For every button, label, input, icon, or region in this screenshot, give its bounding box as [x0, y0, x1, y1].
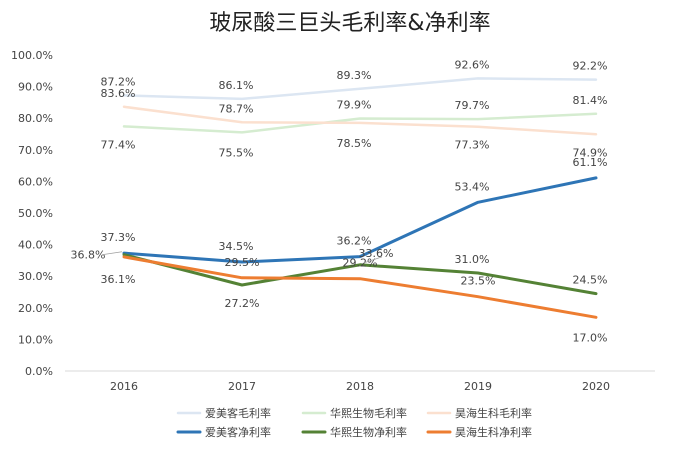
legend-label: 昊海生科净利率	[455, 425, 532, 439]
series-line-2	[122, 112, 598, 134]
data-label: 92.6%	[455, 58, 490, 71]
data-label: 74.9%	[573, 146, 608, 159]
data-label: 36.8%	[71, 249, 106, 262]
data-label: 89.3%	[337, 69, 372, 82]
y-tick-label: 60.0%	[18, 175, 53, 188]
y-tick-label: 70.0%	[18, 144, 53, 157]
data-label: 75.5%	[219, 146, 254, 159]
x-tick-label: 2020	[582, 380, 610, 393]
x-tick-label: 2017	[228, 380, 256, 393]
y-tick-label: 30.0%	[18, 270, 53, 283]
data-label: 29.5%	[225, 256, 260, 269]
series-line-1	[122, 77, 598, 101]
data-labels: 87.2% 86.1% 89.3% 92.6% 92.2% 77.4% 75.5% 79.9%…	[71, 58, 608, 344]
x-tick-label: 2018	[346, 380, 374, 393]
y-tick-label: 0.0%	[25, 365, 53, 378]
chart-title: 玻尿酸三巨头毛利率&净利率	[209, 11, 490, 36]
data-label: 36.2%	[337, 235, 372, 248]
data-label: 31.0%	[455, 253, 490, 266]
y-tick-label: 90.0%	[18, 81, 53, 94]
axes: 0.0% 10.0% 20.0% 30.0% 40.0% 50.0% 60.0% 70.0% 8…	[11, 49, 655, 393]
data-label: 37.3%	[101, 231, 136, 244]
series-line-6	[122, 255, 598, 319]
data-label: 78.7%	[219, 102, 254, 115]
data-label: 61.1%	[573, 156, 608, 169]
legend-label: 华熙生物净利率	[330, 425, 407, 439]
data-label: 86.1%	[219, 79, 254, 92]
legend-label: 昊海生科毛利率	[455, 406, 532, 420]
y-tick-label: 80.0%	[18, 112, 53, 125]
data-label: 29.2%	[343, 257, 378, 270]
series-lines	[122, 77, 598, 319]
data-label: 36.1%	[101, 273, 136, 286]
y-tick-label: 100.0%	[11, 49, 53, 62]
data-label: 79.9%	[337, 99, 372, 112]
data-label: 79.7%	[455, 99, 490, 112]
data-label: 77.3%	[455, 139, 490, 152]
data-label: 27.2%	[225, 297, 260, 310]
data-label: 53.4%	[455, 180, 490, 193]
leader-line	[363, 256, 383, 264]
y-tick-label: 40.0%	[18, 239, 53, 252]
x-tick-label: 2016	[110, 380, 138, 393]
legend-label: 华熙生物毛利率	[330, 406, 407, 420]
data-label: 78.5%	[337, 137, 372, 150]
x-tick-label: 2019	[464, 380, 492, 393]
data-label: 77.4%	[101, 138, 136, 151]
data-label: 34.5%	[219, 240, 254, 253]
series-line-4	[122, 176, 598, 264]
data-label: 24.5%	[573, 274, 608, 287]
data-label: 17.0%	[573, 331, 608, 344]
data-label: 81.4%	[573, 94, 608, 107]
leader-line	[101, 251, 123, 256]
series-line-3	[122, 105, 598, 136]
legend-label: 爱美客净利率	[205, 425, 271, 439]
data-label: 33.6%	[359, 247, 394, 260]
data-label: 92.2%	[573, 60, 608, 73]
y-tick-label: 50.0%	[18, 207, 53, 220]
data-label: 87.2%	[101, 75, 136, 88]
data-label: 23.5%	[461, 275, 496, 288]
data-label: 83.6%	[101, 87, 136, 100]
y-tick-label: 20.0%	[18, 302, 53, 315]
y-tick-label: 10.0%	[18, 333, 53, 346]
legend-label: 爱美客毛利率	[205, 406, 271, 420]
series-line-5	[122, 253, 598, 296]
